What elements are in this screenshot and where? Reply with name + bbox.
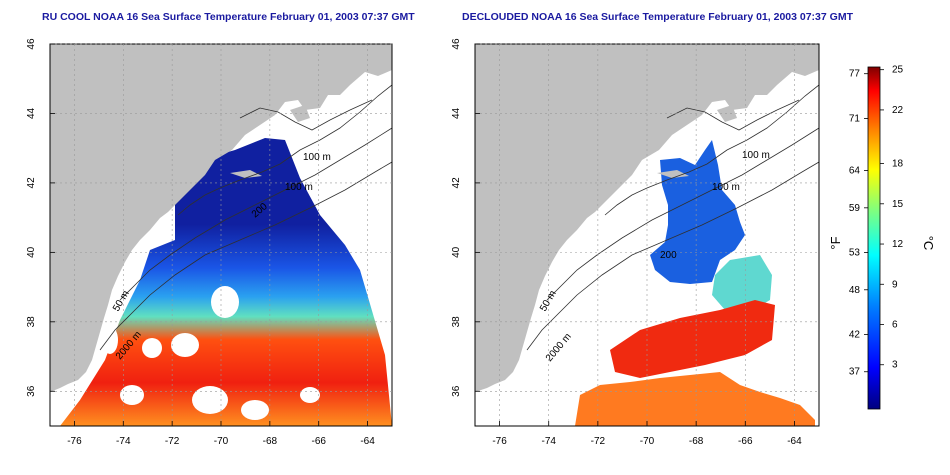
left-x-tick-label: -64 bbox=[360, 436, 375, 447]
colorbar-c-tick-label: 22 bbox=[892, 105, 904, 116]
right-map-title: DECLOUDED NOAA 16 Sea Surface Temperatur… bbox=[462, 11, 853, 23]
colorbar-c-tick-label: 15 bbox=[892, 199, 904, 210]
right-y-tick-label: 36 bbox=[451, 385, 462, 397]
right-gridlines bbox=[475, 43, 819, 426]
left-axis: -76 -74 -72 -70 -68 -66 -64 46 44 42 40 38 36 bbox=[26, 38, 375, 447]
left-x-tick-label: -66 bbox=[311, 436, 326, 447]
left-x-tick-label: -68 bbox=[263, 436, 278, 447]
right-land bbox=[475, 44, 819, 392]
colorbar-c-tick-label: 25 bbox=[892, 65, 904, 76]
left-y-tick-label: 42 bbox=[26, 177, 37, 189]
left-bathymetry bbox=[99, 84, 392, 351]
right-x-tick-label: -66 bbox=[738, 436, 753, 447]
left-map-title: RU COOL NOAA 16 Sea Surface Temperature … bbox=[42, 11, 415, 23]
colorbar-f-tick-label: 71 bbox=[849, 113, 861, 124]
right-y-tick-label: 38 bbox=[451, 316, 462, 328]
left-y-tick-label: 36 bbox=[26, 385, 37, 397]
left-long-island bbox=[230, 170, 262, 178]
left-contour-label: 100 m bbox=[285, 182, 313, 193]
colorbar-f-label: °F bbox=[828, 236, 843, 249]
colorbar-c-tick-label: 9 bbox=[892, 279, 898, 290]
right-x-tick-label: -76 bbox=[492, 436, 507, 447]
right-map: 100 m 100 m 200 50 m 2000 m -76 -74 -72 -70… bbox=[451, 38, 820, 447]
colorbar-ticks: 25 22 18 15 12 9 6 3 77 71 64 59 53 48 42 37 bbox=[849, 65, 904, 378]
right-y-tick-label: 40 bbox=[451, 246, 462, 258]
right-sst-cyan-patch bbox=[712, 255, 772, 312]
colorbar-f-tick-label: 53 bbox=[849, 248, 861, 259]
colorbar-f-tick-label: 77 bbox=[849, 69, 861, 80]
left-x-tick-label: -76 bbox=[67, 436, 82, 447]
right-contour-label: 100 m bbox=[712, 182, 740, 193]
right-sst-red-band bbox=[610, 300, 775, 378]
right-axis: -76 -74 -72 -70 -68 -66 -64 46 44 42 40 38 36 bbox=[451, 38, 802, 447]
colorbar-ramp bbox=[867, 66, 881, 410]
right-sst-orange-band bbox=[575, 372, 815, 426]
left-land bbox=[50, 44, 392, 392]
right-bathymetry bbox=[526, 84, 819, 351]
left-y-tick-label: 38 bbox=[26, 316, 37, 328]
colorbar-c-tick-label: 6 bbox=[892, 320, 898, 331]
colorbar-f-tick-label: 64 bbox=[849, 166, 861, 177]
colorbar-c-tick-label: 18 bbox=[892, 159, 904, 170]
right-x-tick-label: -64 bbox=[787, 436, 802, 447]
left-y-tick-label: 40 bbox=[26, 246, 37, 258]
left-map: 100 m 100 m 200 50 m 2000 m -76 -74 -72 -70… bbox=[26, 38, 393, 447]
left-gridlines bbox=[50, 43, 392, 426]
right-y-tick-label: 46 bbox=[451, 38, 462, 50]
colorbar-f-tick-label: 59 bbox=[849, 203, 861, 214]
right-contour-label: 100 m bbox=[742, 150, 770, 161]
left-contour-label: 100 m bbox=[303, 152, 331, 163]
left-cloud-gaps bbox=[102, 286, 320, 420]
colorbar-f-tick-label: 48 bbox=[849, 285, 861, 296]
right-long-island bbox=[657, 170, 689, 178]
left-y-tick-label: 46 bbox=[26, 38, 37, 50]
left-sst-field bbox=[60, 138, 392, 426]
colorbar-f-tick-label: 37 bbox=[849, 367, 861, 378]
right-contour-label: 200 bbox=[660, 250, 677, 261]
colorbar-f-tick-label: 42 bbox=[849, 329, 861, 340]
right-x-tick-label: -72 bbox=[591, 436, 606, 447]
left-x-tick-label: -72 bbox=[165, 436, 180, 447]
right-x-tick-label: -70 bbox=[640, 436, 655, 447]
left-x-tick-label: -70 bbox=[214, 436, 229, 447]
colorbar: 25 22 18 15 12 9 6 3 77 71 64 59 53 48 42 37 °F °C bbox=[828, 65, 936, 410]
right-x-tick-label: -74 bbox=[541, 436, 556, 447]
left-x-tick-label: -74 bbox=[116, 436, 131, 447]
right-x-tick-label: -68 bbox=[689, 436, 704, 447]
right-y-tick-label: 44 bbox=[451, 107, 462, 119]
colorbar-c-tick-label: 3 bbox=[892, 360, 898, 371]
right-y-tick-label: 42 bbox=[451, 177, 462, 189]
left-y-tick-label: 44 bbox=[26, 107, 37, 119]
colorbar-c-label: °C bbox=[921, 236, 936, 251]
colorbar-c-tick-label: 12 bbox=[892, 239, 904, 250]
